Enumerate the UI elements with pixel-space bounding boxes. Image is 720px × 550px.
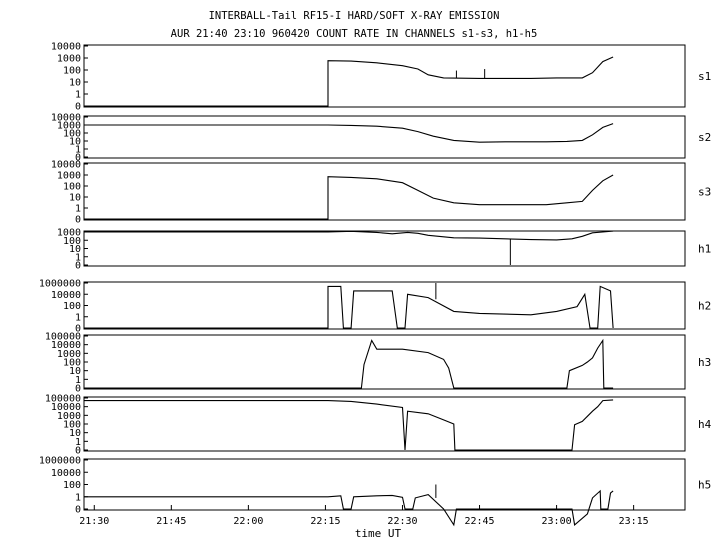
chart-title: INTERBALL-Tail RF15-I HARD/SOFT X-RAY EM…	[209, 10, 500, 22]
y-tick-label: 0	[75, 261, 81, 272]
panel-label-h5: h5	[698, 479, 711, 492]
y-tick-label: 1000000	[39, 279, 81, 290]
x-tick-label: 22:00	[233, 516, 263, 527]
y-tick-label: 0	[75, 324, 81, 335]
y-tick-label: 1	[75, 90, 81, 101]
panel-label-h4: h4	[698, 418, 712, 431]
y-tick-label: 1000	[57, 54, 81, 65]
y-tick-label: 100	[63, 182, 81, 193]
y-tick-label: 0	[75, 153, 81, 164]
x-tick-label: 22:15	[310, 516, 340, 527]
y-tick-label: 100000	[45, 332, 81, 343]
y-tick-label: 10	[69, 193, 81, 204]
y-tick-label: 0	[75, 215, 81, 226]
y-tick-label: 100	[63, 420, 81, 431]
x-tick-label: 22:30	[387, 516, 417, 527]
series-line-s2	[84, 123, 614, 143]
panel-frame	[83, 162, 686, 221]
y-tick-label: 10	[69, 366, 81, 377]
panels-group: 1000010001001010s11000010001001010s21000…	[39, 42, 712, 527]
panel-frame	[83, 334, 686, 390]
series-line-h3	[84, 338, 614, 389]
chart-subtitle: AUR 21:40 23:10 960420 COUNT RATE IN CHA…	[171, 28, 538, 40]
y-tick-label: 10000	[51, 402, 81, 413]
y-tick-label: 10000	[51, 113, 81, 124]
y-tick-label: 100	[63, 236, 81, 247]
y-tick-label: 0	[75, 446, 81, 457]
y-tick-label: 1000	[57, 121, 81, 132]
y-tick-label: 0	[75, 505, 81, 516]
panel-frame	[83, 115, 686, 159]
x-axis-label: time UT	[355, 527, 402, 540]
y-tick-label: 100	[63, 129, 81, 140]
y-tick-label: 10000	[51, 42, 81, 53]
y-tick-label: 10	[69, 137, 81, 148]
y-tick-label: 1	[75, 492, 81, 503]
y-tick-label: 1000	[57, 349, 81, 360]
y-tick-label: 100	[63, 358, 81, 369]
y-tick-label: 1	[75, 437, 81, 448]
y-tick-label: 10	[69, 428, 81, 439]
panel-label-s1: s1	[698, 70, 711, 83]
y-tick-label: 10	[69, 244, 81, 255]
x-tick-label: 21:45	[156, 516, 186, 527]
y-tick-label: 10000	[51, 340, 81, 351]
series-line-h2	[84, 285, 614, 329]
x-axis: 21:30 21:45 22:00 22:15 22:30 22:45 23:00 23:15	[79, 505, 649, 527]
y-tick-label: 100	[63, 301, 81, 312]
panel-label-h2: h2	[698, 300, 711, 313]
y-tick-label: 0	[75, 102, 81, 113]
y-tick-label: 100	[63, 66, 81, 77]
y-tick-label: 1000000	[39, 456, 81, 467]
x-tick-label: 23:00	[542, 516, 572, 527]
series-line-h1	[84, 230, 614, 241]
y-tick-label: 1000	[57, 228, 81, 239]
panel-frame	[83, 230, 686, 267]
series-line-h4	[84, 399, 614, 451]
y-tick-label: 1	[75, 252, 81, 263]
y-tick-label: 1	[75, 375, 81, 386]
y-tick-label: 100	[63, 480, 81, 491]
panel-frame	[83, 44, 686, 108]
y-tick-label: 100000	[45, 394, 81, 405]
panel-frame	[83, 281, 686, 330]
panel-label-s3: s3	[698, 186, 711, 199]
x-tick-label: 23:15	[619, 516, 649, 527]
y-tick-label: 1	[75, 312, 81, 323]
y-tick-label: 1000	[57, 171, 81, 182]
panel-label-s2: s2	[698, 131, 711, 144]
series-line-s1	[84, 56, 614, 107]
y-tick-label: 10000	[51, 468, 81, 479]
series-line-s3	[84, 174, 614, 220]
y-tick-label: 10	[69, 78, 81, 89]
y-tick-label: 1	[75, 204, 81, 215]
y-tick-label: 1000	[57, 411, 81, 422]
y-tick-label: 10000	[51, 290, 81, 301]
x-tick-label: 22:45	[464, 516, 494, 527]
y-tick-label: 10000	[51, 160, 81, 171]
panel-frame	[83, 458, 686, 511]
series-line-h5	[84, 489, 614, 527]
y-tick-label: 1	[75, 145, 81, 156]
x-tick-label: 21:30	[79, 516, 109, 527]
panel-label-h1: h1	[698, 243, 711, 256]
y-tick-label: 0	[75, 384, 81, 395]
panel-label-h3: h3	[698, 356, 711, 369]
